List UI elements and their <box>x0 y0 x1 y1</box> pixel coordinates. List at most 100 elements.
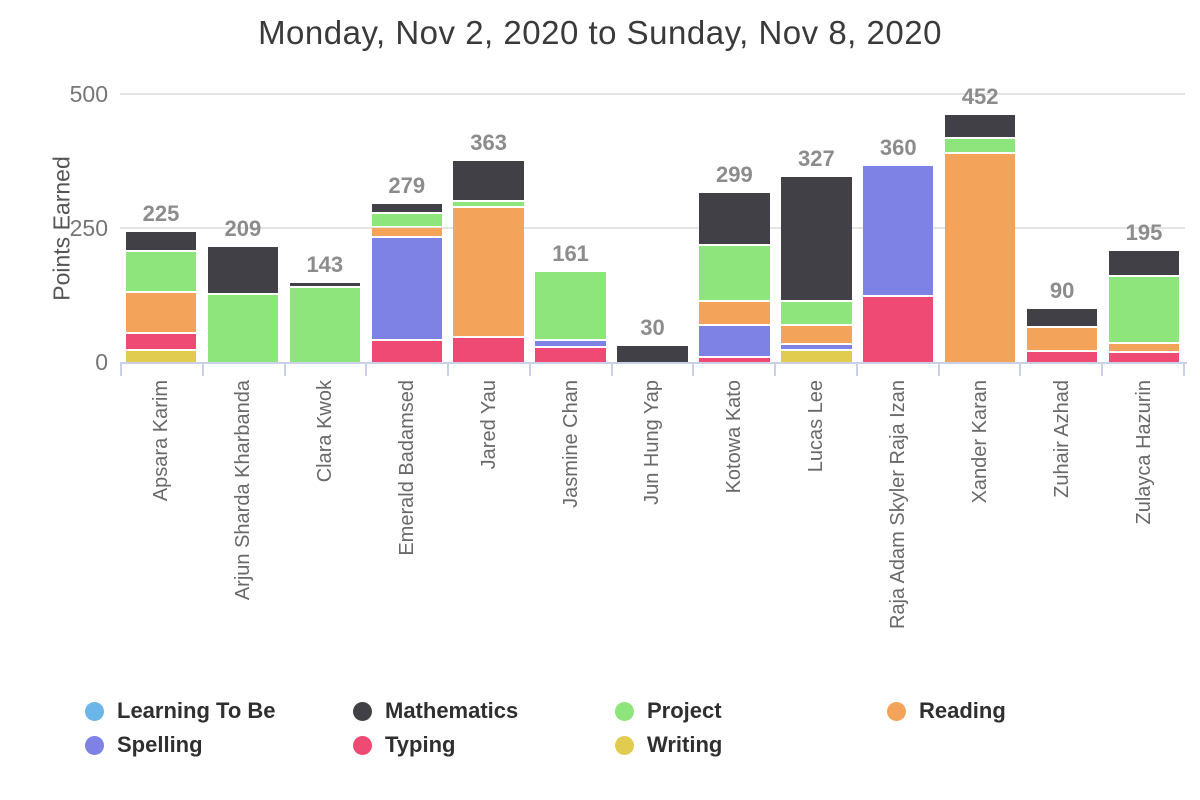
bar-segment-typing[interactable] <box>125 334 197 349</box>
bar-jun-hung-yap[interactable]: 30 <box>617 315 688 362</box>
bar-segment-reading[interactable] <box>453 208 524 336</box>
bar-segment-project[interactable] <box>535 272 606 339</box>
bar-segment-writing[interactable] <box>125 351 197 362</box>
bar-segment-mathematics[interactable] <box>1108 251 1180 275</box>
bar-apsara-karim[interactable]: 225 <box>125 201 197 362</box>
bar-segment-project[interactable] <box>1108 277 1180 342</box>
x-label-cell: Jared Yau <box>448 380 530 680</box>
bar-segment-typing[interactable] <box>453 338 524 362</box>
bar-total-label: 90 <box>1049 278 1075 303</box>
bar-segment-typing[interactable] <box>371 341 442 362</box>
bar-arjun-sharda-kharbanda[interactable]: 209 <box>207 216 279 362</box>
x-label-apsara-karim: Apsara Karim <box>149 380 172 502</box>
bar-segment-spelling[interactable] <box>699 326 770 356</box>
bar-segment-typing[interactable] <box>1026 352 1098 362</box>
x-tick <box>774 363 856 376</box>
bar-segment-reading[interactable] <box>371 228 442 236</box>
x-label-cell: Kotowa Kato <box>693 380 775 680</box>
bar-segment-mathematics[interactable] <box>453 161 524 200</box>
bar-segment-mathematics[interactable] <box>617 346 688 362</box>
bar-segment-project[interactable] <box>944 139 1016 152</box>
bar-segment-reading[interactable] <box>781 326 852 343</box>
x-label-lucas-lee: Lucas Lee <box>805 380 828 473</box>
bar-segment-typing[interactable] <box>1108 353 1180 362</box>
bar-kotowa-kato[interactable]: 299 <box>699 162 770 362</box>
bar-lucas-lee[interactable]: 327 <box>781 146 852 362</box>
legend-label: Writing <box>647 732 723 757</box>
bar-segment-mathematics[interactable] <box>944 115 1016 137</box>
legend-item-project[interactable]: Project <box>615 698 887 724</box>
bar-zulayca-hazurin[interactable]: 195 <box>1108 220 1180 362</box>
y-tick-0: 0 <box>95 349 108 375</box>
legend-label: Mathematics <box>385 698 519 723</box>
bar-segment-mathematics[interactable] <box>125 232 197 250</box>
x-label-xander-karan: Xander Karan <box>969 380 992 504</box>
x-axis-line <box>120 362 1187 364</box>
bar-segment-reading[interactable] <box>944 154 1016 362</box>
bar-cell: 452 <box>939 84 1021 362</box>
bar-total-label: 225 <box>142 201 180 226</box>
legend-label: Project <box>647 698 722 723</box>
bar-segment-mathematics[interactable] <box>207 247 279 293</box>
legend-item-reading[interactable]: Reading <box>887 698 1185 724</box>
bar-segment-typing[interactable] <box>699 358 770 362</box>
bar-segment-mathematics[interactable] <box>699 193 770 244</box>
x-label-zuhair-azhad: Zuhair Azhad <box>1051 380 1074 498</box>
bar-cell: 209 <box>202 93 284 362</box>
bar-emerald-badamsed[interactable]: 279 <box>371 173 442 362</box>
bar-clara-kwok[interactable]: 143 <box>289 252 361 362</box>
bar-segment-spelling[interactable] <box>863 166 934 295</box>
x-tick <box>365 363 447 376</box>
bar-segment-project[interactable] <box>289 288 361 362</box>
x-label-kotowa-kato: Kotowa Kato <box>723 380 746 494</box>
gridline-250 <box>120 227 1185 229</box>
bar-segment-mathematics[interactable] <box>371 204 442 212</box>
x-tick <box>1019 363 1101 376</box>
x-label-cell: Clara Kwok <box>284 380 366 680</box>
bar-segment-typing[interactable] <box>863 297 934 362</box>
legend-label: Spelling <box>117 732 203 757</box>
plot-area <box>120 93 1185 362</box>
legend-item-mathematics[interactable]: Mathematics <box>353 698 615 724</box>
bar-segment-project[interactable] <box>125 252 197 291</box>
bar-segment-spelling[interactable] <box>371 238 442 339</box>
bar-segment-project[interactable] <box>207 295 279 362</box>
bar-jasmine-chan[interactable]: 161 <box>535 241 606 362</box>
bar-segment-typing[interactable] <box>535 348 606 362</box>
bar-total-label: 30 <box>640 315 665 340</box>
bar-raja-adam-skyler-raja-izan[interactable]: 360 <box>863 135 934 362</box>
legend-item-spelling[interactable]: Spelling <box>85 732 353 758</box>
x-tick <box>528 363 611 376</box>
legend-item-typing[interactable]: Typing <box>353 732 615 758</box>
legend-item-learning-to-be[interactable]: Learning To Be <box>85 698 353 724</box>
bar-jared-yau[interactable]: 363 <box>453 130 524 362</box>
bar-segment-writing[interactable] <box>781 351 852 362</box>
bar-segment-project[interactable] <box>699 246 770 300</box>
bar-segment-reading[interactable] <box>1026 328 1098 350</box>
gridline-500 <box>120 93 1185 95</box>
x-label-cell: Jasmine Chan <box>530 380 612 680</box>
legend-item-writing[interactable]: Writing <box>615 732 887 758</box>
bar-cell: 279 <box>366 93 448 362</box>
legend-swatch-icon <box>353 735 372 755</box>
bar-segment-spelling[interactable] <box>781 345 852 349</box>
bar-cell: 161 <box>530 93 612 362</box>
bar-total-label: 360 <box>879 135 917 160</box>
bar-segment-reading[interactable] <box>1108 344 1180 351</box>
x-label-cell: Raja Adam Skyler Raja Izan <box>857 380 939 680</box>
bar-segment-reading[interactable] <box>125 293 197 332</box>
bar-segment-mathematics[interactable] <box>289 283 361 286</box>
bar-segment-project[interactable] <box>371 214 442 226</box>
x-tick <box>201 363 284 376</box>
bar-segment-project[interactable] <box>781 302 852 324</box>
bar-total-label: 161 <box>552 241 589 266</box>
bar-zuhair-azhad[interactable]: 90 <box>1026 278 1098 362</box>
bar-segment-mathematics[interactable] <box>1026 309 1098 326</box>
bar-xander-karan[interactable]: 452 <box>944 84 1016 362</box>
bar-segment-project[interactable] <box>453 202 524 206</box>
bar-segment-reading[interactable] <box>699 302 770 324</box>
bar-segment-spelling[interactable] <box>535 341 606 346</box>
x-label-jun-hung-yap: Jun Hung Yap <box>641 380 664 505</box>
bar-segment-mathematics[interactable] <box>781 177 852 300</box>
